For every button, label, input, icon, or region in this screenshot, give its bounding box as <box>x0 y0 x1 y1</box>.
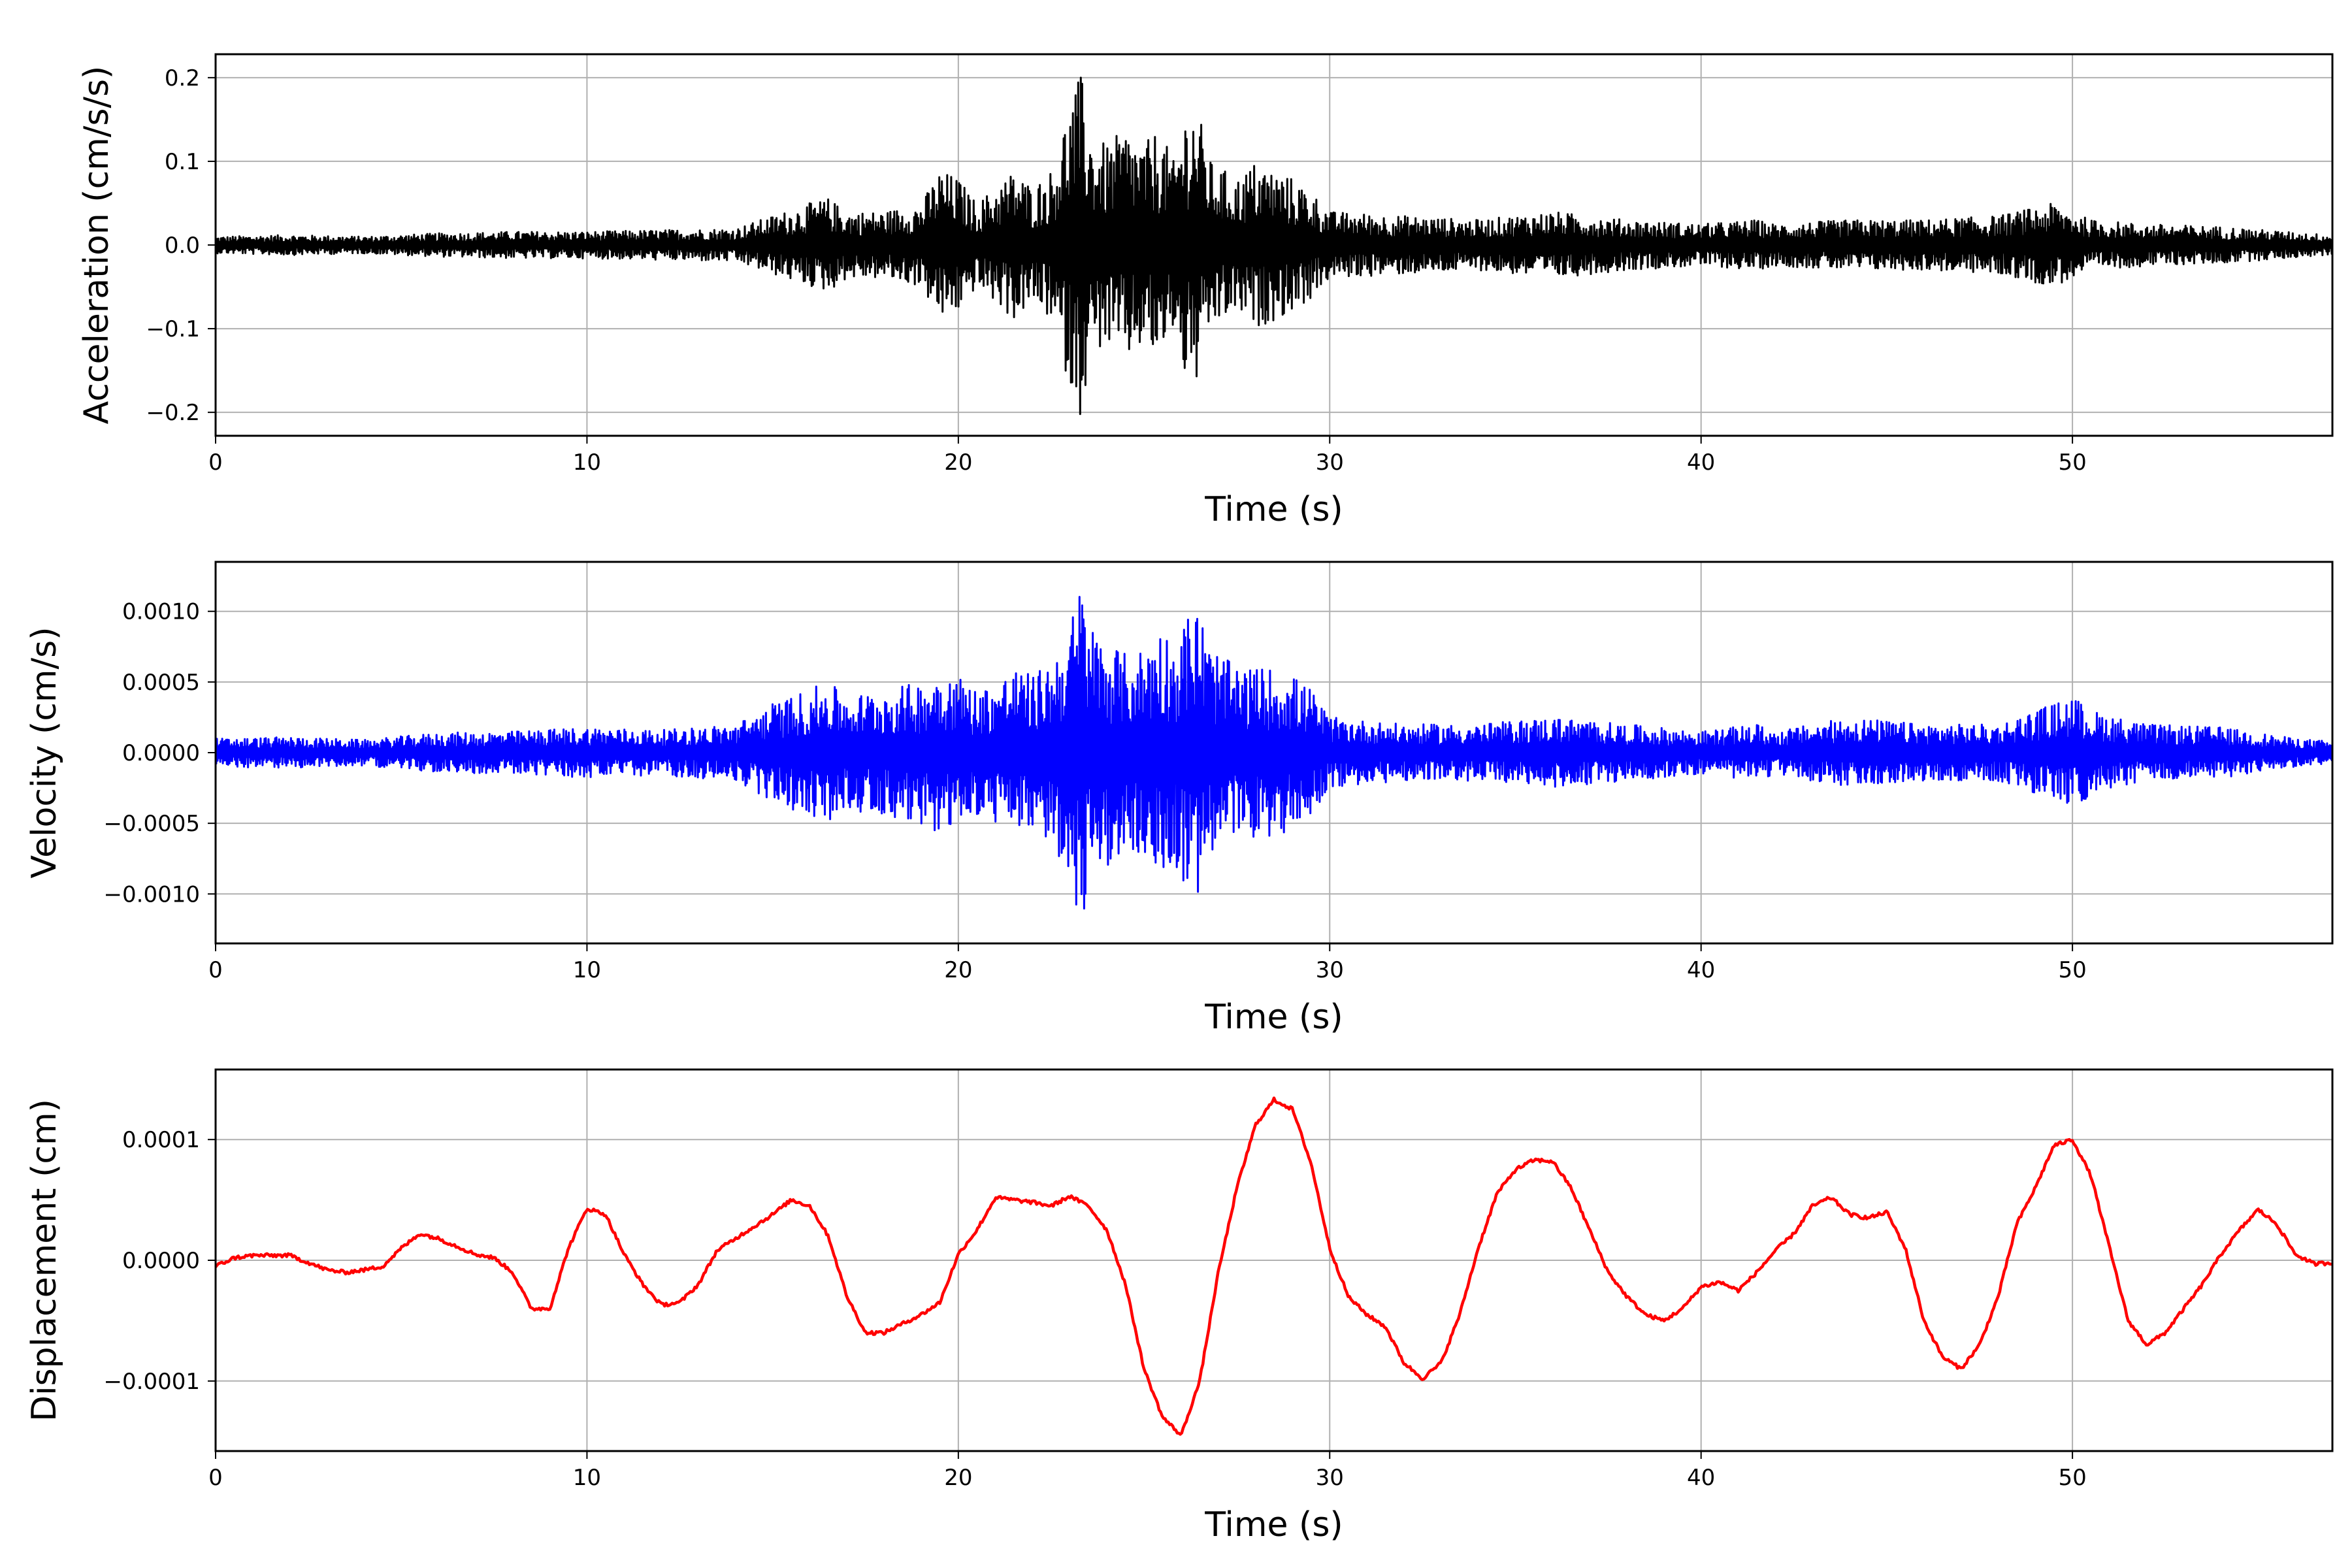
y-axis-label: Velocity (cm/s) <box>25 627 64 879</box>
x-tick-label: 50 <box>2058 957 2086 983</box>
x-tick-label: 50 <box>2058 449 2086 476</box>
y-tick-label: 0.0 <box>165 233 200 259</box>
y-tick-label: 0.0000 <box>122 740 200 766</box>
acceleration-panel: 0 10 20 30 40 50 −0.2 −0.1 0.0 0.1 0.2 Time (s) Acce… <box>77 53 2334 529</box>
y-tick-label: 0.1 <box>165 149 200 175</box>
displacement-series-line <box>214 1096 2333 1436</box>
x-tick-label: 40 <box>1687 957 1715 983</box>
y-tick-label: −0.0005 <box>104 811 200 837</box>
x-tick-label: 40 <box>1687 1465 1715 1491</box>
y-tick-label: −0.0010 <box>104 881 200 907</box>
x-tick-label: 20 <box>944 449 972 476</box>
velocity-series-line <box>214 596 2334 910</box>
x-tick-label: 10 <box>573 957 601 983</box>
x-tick-label: 0 <box>208 449 223 476</box>
y-tick-label: −0.2 <box>146 400 200 426</box>
y-tick-label: 0.0005 <box>122 670 200 696</box>
y-tick-label: 0.0001 <box>122 1127 200 1153</box>
y-tick-label: 0.0010 <box>122 599 200 625</box>
x-tick-label: 30 <box>1316 1465 1344 1491</box>
subplots: 0 10 20 30 40 50 −0.2 −0.1 0.0 0.1 0.2 Time (s) Acce… <box>25 53 2334 1544</box>
x-tick-label: 40 <box>1687 449 1715 476</box>
displacement-panel: 0 10 20 30 40 50 −0.0001 0.0000 0.0001 Time (s) Di… <box>25 1068 2334 1544</box>
x-tick-label: 30 <box>1316 449 1344 476</box>
y-tick-label: 0.2 <box>165 65 200 91</box>
x-axis-label: Time (s) <box>1204 1505 1343 1544</box>
x-tick-label: 20 <box>944 957 972 983</box>
x-tick-label: 10 <box>573 1465 601 1491</box>
x-axis-label: Time (s) <box>1204 998 1343 1037</box>
x-tick-label: 0 <box>208 957 223 983</box>
x-axis-label: Time (s) <box>1204 490 1343 529</box>
x-tick-label: 20 <box>944 1465 972 1491</box>
velocity-panel: 0 10 20 30 40 50 −0.0010 −0.0005 0.0000 0.0005 0.0… <box>25 561 2334 1037</box>
y-tick-label: 0.0000 <box>122 1248 200 1274</box>
acceleration-series-line <box>214 76 2334 416</box>
x-tick-label: 30 <box>1316 957 1344 983</box>
x-tick-label: 10 <box>573 449 601 476</box>
y-tick-label: −0.1 <box>146 316 200 342</box>
y-tick-label: −0.0001 <box>104 1369 200 1395</box>
y-axis-label: Acceleration (cm/s/s) <box>77 66 116 425</box>
x-tick-label: 50 <box>2058 1465 2086 1491</box>
x-tick-label: 0 <box>208 1465 223 1491</box>
y-axis-label: Displacement (cm) <box>25 1099 64 1422</box>
